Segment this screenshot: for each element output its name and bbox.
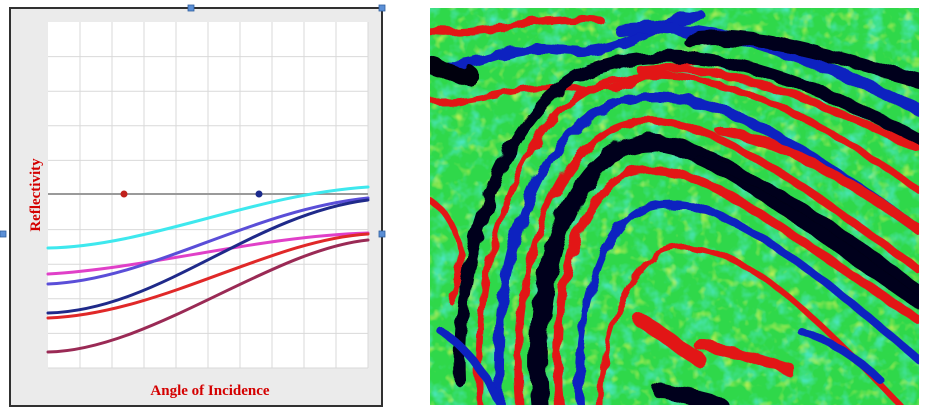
curve [46, 238, 370, 354]
handle[interactable] [187, 4, 195, 12]
point [255, 190, 263, 198]
curve [46, 198, 370, 315]
handle[interactable] [378, 4, 386, 12]
curve [46, 196, 370, 286]
x-axis-label: Angle of Incidence [150, 383, 270, 399]
seismic-image [430, 8, 919, 405]
y-axis-label: Reflectivity [28, 158, 44, 232]
handle[interactable] [0, 230, 7, 238]
point [120, 190, 128, 198]
curve [46, 185, 370, 250]
curve [46, 231, 370, 276]
chart-panel: Reflectivity Angle of Incidence [0, 4, 386, 407]
handle[interactable] [378, 230, 386, 238]
curves [46, 185, 370, 354]
curve [46, 232, 370, 320]
